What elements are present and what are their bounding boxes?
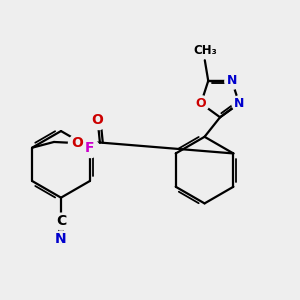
Text: CH₃: CH₃	[193, 44, 217, 57]
Text: F: F	[85, 141, 94, 155]
Text: N: N	[55, 232, 67, 246]
Text: O: O	[196, 97, 206, 110]
Text: O: O	[92, 112, 103, 127]
Text: C: C	[56, 214, 66, 228]
Text: O: O	[71, 136, 83, 150]
Text: N: N	[227, 74, 237, 87]
Text: N: N	[234, 97, 244, 110]
